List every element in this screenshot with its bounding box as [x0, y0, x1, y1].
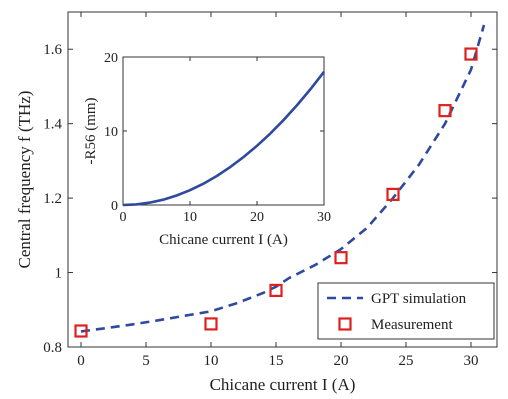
plot-frame: [67, 11, 498, 348]
y-tick-label: 1.4: [43, 117, 62, 133]
x-tick-label: 20: [334, 353, 349, 369]
measurement-point: [464, 47, 478, 61]
x-tick-label: 10: [204, 353, 219, 369]
inset-y-tick-label: 20: [104, 51, 118, 66]
x-tick-label: 5: [142, 353, 150, 369]
inset-x-tick-label: 20: [250, 210, 264, 225]
inset-x-tick-label: 0: [120, 210, 127, 225]
inset-x-axis-label: Chicane current I (A): [159, 232, 288, 248]
inset-r56-curve: [122, 71, 326, 207]
y-tick-label: 1.2: [43, 191, 62, 207]
measurement-point: [438, 104, 452, 118]
legend-measurement-swatch: [338, 317, 352, 331]
legend-simulation-label: GPT simulation: [371, 291, 467, 307]
inset-y-axis-label: -R56 (mm): [83, 97, 99, 164]
x-tick-label: 0: [77, 353, 85, 369]
x-axis-label: Chicane current I (A): [210, 375, 356, 394]
measurement-point: [386, 187, 400, 201]
x-tick-label: 25: [399, 353, 414, 369]
x-tick-label: 15: [269, 353, 284, 369]
measurement-point: [334, 251, 348, 265]
inset-y-tick-label: 10: [104, 125, 118, 140]
inset-x-tick-label: 30: [317, 210, 331, 225]
y-axis-label: Central frequency f (THz): [15, 91, 34, 269]
measurement-point: [74, 324, 88, 338]
y-tick-label: 1: [55, 266, 63, 282]
measurement-point: [269, 283, 283, 298]
y-tick-label: 1.6: [43, 42, 62, 58]
measurement-point: [204, 317, 218, 331]
y-tick-label: 0.8: [43, 340, 62, 356]
inset-y-tick-label: 0: [111, 199, 118, 214]
x-tick-label: 30: [464, 353, 479, 369]
legend-measurement-label: Measurement: [371, 317, 453, 333]
inset-frame: [122, 56, 325, 206]
inset-x-tick-label: 10: [183, 210, 197, 225]
